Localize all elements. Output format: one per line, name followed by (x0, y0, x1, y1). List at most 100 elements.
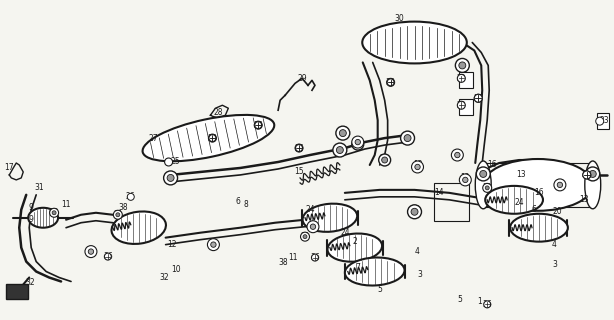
Bar (459, 99, 473, 115)
Text: 33: 33 (308, 222, 318, 231)
Circle shape (596, 117, 604, 125)
Text: 2: 2 (352, 237, 357, 246)
Text: 30: 30 (395, 14, 405, 23)
Text: 21: 21 (380, 154, 389, 163)
Text: 13: 13 (516, 171, 526, 180)
Text: 33: 33 (209, 240, 219, 249)
Text: 11: 11 (289, 253, 298, 262)
Circle shape (352, 136, 363, 148)
Text: 33: 33 (453, 150, 462, 160)
Text: 36: 36 (103, 252, 113, 261)
Circle shape (300, 232, 309, 241)
Text: 22: 22 (457, 101, 466, 110)
Circle shape (127, 193, 134, 200)
Circle shape (480, 171, 487, 177)
Ellipse shape (485, 186, 543, 214)
Circle shape (163, 171, 177, 185)
Circle shape (411, 208, 418, 215)
Text: 9: 9 (29, 215, 34, 224)
Circle shape (474, 94, 482, 102)
Ellipse shape (585, 161, 600, 209)
Circle shape (340, 130, 346, 137)
Bar (6, 284, 28, 300)
Text: 17: 17 (4, 164, 14, 172)
Text: 16: 16 (488, 160, 497, 170)
Ellipse shape (362, 22, 467, 63)
Circle shape (457, 74, 465, 82)
Text: 36: 36 (483, 300, 492, 309)
Circle shape (459, 62, 466, 69)
Text: 12: 12 (460, 173, 470, 182)
Text: 19: 19 (338, 126, 348, 135)
Text: 24: 24 (515, 198, 524, 207)
Circle shape (254, 121, 262, 129)
Circle shape (310, 224, 316, 229)
Text: 32: 32 (25, 278, 35, 287)
Circle shape (387, 79, 394, 86)
Text: 11: 11 (61, 200, 71, 209)
Text: 24: 24 (305, 205, 315, 214)
Ellipse shape (345, 258, 405, 285)
Circle shape (456, 59, 469, 72)
Text: 20: 20 (552, 207, 562, 216)
Text: 13: 13 (579, 195, 589, 204)
Circle shape (379, 154, 391, 166)
Ellipse shape (303, 204, 357, 232)
Circle shape (484, 301, 491, 308)
Text: 6: 6 (532, 205, 537, 214)
Circle shape (586, 167, 600, 181)
Text: 9: 9 (29, 203, 34, 212)
Text: 25: 25 (171, 157, 181, 166)
Text: 5: 5 (457, 295, 462, 304)
Circle shape (209, 135, 216, 141)
Text: 27: 27 (149, 133, 158, 143)
Circle shape (408, 205, 421, 219)
Text: 18: 18 (410, 205, 419, 214)
Circle shape (114, 210, 122, 219)
Text: 23: 23 (600, 116, 610, 125)
Text: 4: 4 (415, 247, 420, 256)
Ellipse shape (327, 234, 382, 262)
Circle shape (352, 138, 363, 150)
Circle shape (558, 182, 562, 188)
Text: 28: 28 (214, 108, 223, 117)
Text: 38: 38 (278, 258, 288, 267)
Text: 15: 15 (294, 167, 304, 176)
Circle shape (295, 144, 303, 152)
Circle shape (50, 208, 58, 217)
Circle shape (336, 147, 343, 154)
Circle shape (116, 213, 120, 217)
Text: 7: 7 (356, 263, 360, 272)
Circle shape (454, 152, 460, 158)
Text: 34: 34 (208, 133, 217, 143)
Circle shape (211, 242, 216, 247)
Text: 3: 3 (417, 270, 422, 279)
Text: 1: 1 (477, 297, 481, 306)
Text: 3: 3 (553, 260, 558, 269)
Circle shape (462, 177, 468, 183)
Text: 31: 31 (34, 183, 44, 192)
Text: 36: 36 (310, 253, 320, 262)
Circle shape (167, 174, 174, 181)
Circle shape (88, 249, 93, 254)
Text: 10: 10 (171, 265, 181, 274)
Text: 12: 12 (167, 240, 176, 249)
Ellipse shape (510, 214, 568, 242)
Circle shape (85, 246, 97, 258)
Text: 26: 26 (126, 192, 136, 201)
Text: 37: 37 (473, 94, 483, 103)
Ellipse shape (483, 159, 593, 211)
Text: 12: 12 (49, 208, 59, 217)
Circle shape (451, 149, 464, 161)
Text: 12: 12 (413, 160, 422, 170)
Circle shape (295, 145, 303, 152)
Ellipse shape (112, 212, 166, 244)
Text: 12: 12 (353, 138, 362, 147)
Text: 31: 31 (483, 183, 492, 192)
Text: 24: 24 (340, 228, 349, 237)
Circle shape (311, 254, 319, 261)
Text: 35: 35 (386, 78, 395, 87)
Circle shape (554, 179, 566, 191)
Ellipse shape (475, 161, 491, 209)
Text: 29: 29 (297, 74, 307, 83)
